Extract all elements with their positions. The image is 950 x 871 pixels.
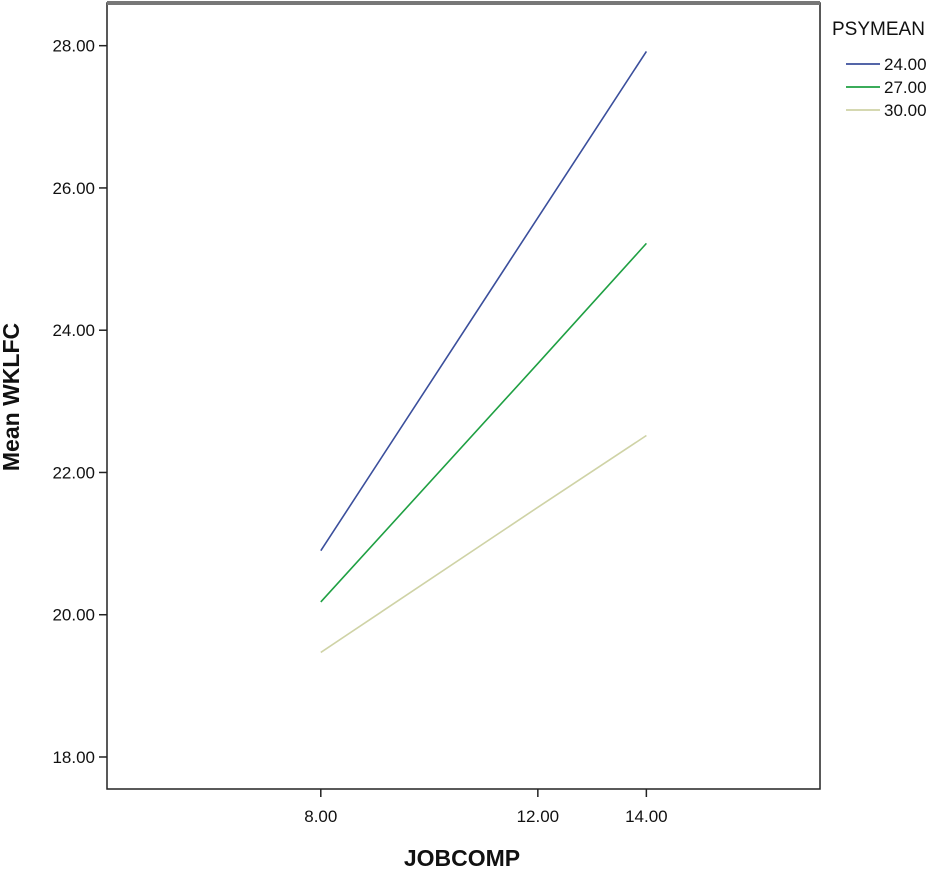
y-tick-label: 26.00 [52, 179, 95, 198]
y-tick-label: 18.00 [52, 748, 95, 767]
series-lines [320, 50, 648, 654]
legend-title: PSYMEAN [832, 19, 925, 40]
legend-label: 30.00 [884, 101, 927, 120]
y-tick-label: 20.00 [52, 606, 95, 625]
plot-frame [106, 2, 821, 790]
y-axis-title: Mean WKLFC [0, 323, 24, 471]
y-tick-label: 28.00 [52, 37, 95, 56]
series-line-24.00 [320, 50, 648, 552]
plot-area [106, 1, 821, 790]
y-tick-label: 24.00 [52, 321, 95, 340]
legend-label: 24.00 [884, 55, 927, 74]
x-axis-title: JOBCOMP [404, 845, 520, 871]
series-line-27.00 [320, 242, 647, 603]
legend-label: 27.00 [884, 78, 927, 97]
x-tick-label: 8.00 [304, 807, 337, 826]
legend: PSYMEAN 24.00 27.00 30.00 [832, 19, 927, 120]
x-tick-label: 14.00 [625, 807, 668, 826]
y-axis: 18.00 20.00 22.00 24.00 26.00 28.00 [52, 37, 107, 767]
y-tick-label: 22.00 [52, 463, 95, 482]
series-line-30.00 [320, 434, 647, 654]
x-axis: 8.00 12.00 14.00 [304, 789, 668, 826]
x-tick-label: 12.00 [517, 807, 560, 826]
